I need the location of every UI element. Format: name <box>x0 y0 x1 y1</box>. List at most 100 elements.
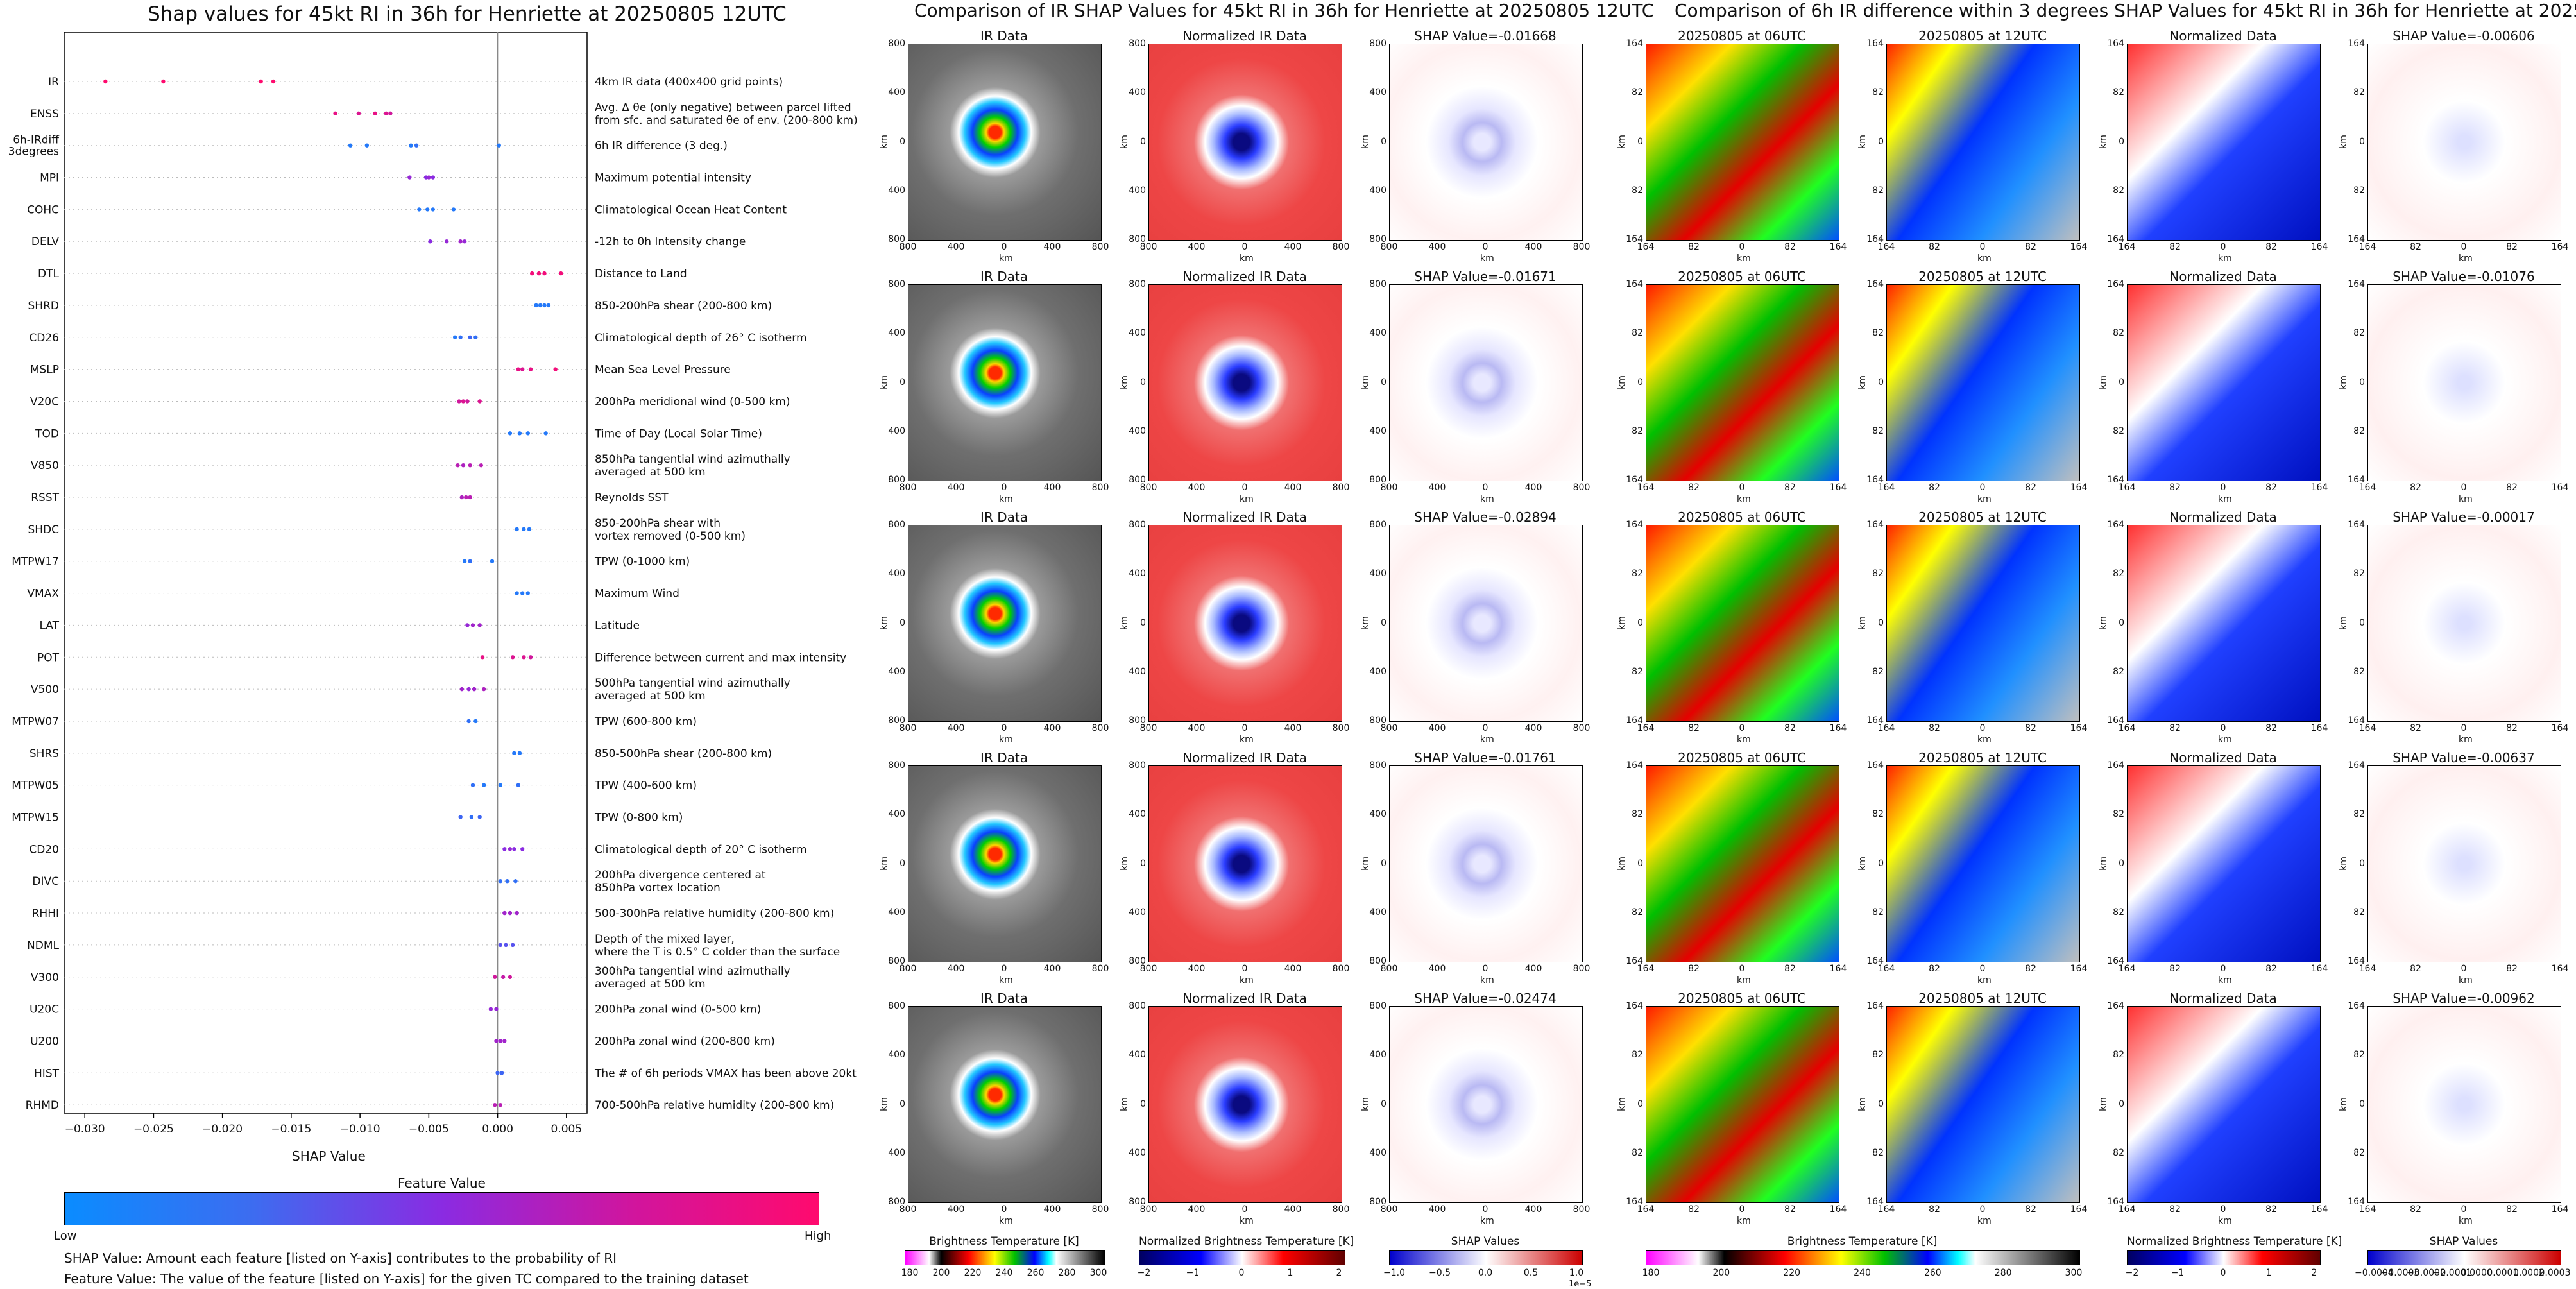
irdiff-x-axis-label: km <box>1977 494 1992 504</box>
x-tick-label: −0.025 <box>133 1123 174 1136</box>
feature-description-label: 850-500hPa shear (200-800 km) <box>595 747 772 760</box>
irdiff-x-tick: 0 <box>2220 964 2226 974</box>
ir-y-tick: 800 <box>888 1197 905 1207</box>
irdiff-y-tick: 164 <box>2107 956 2124 966</box>
irdiff-panel-title: 20250805 at 12UTC <box>1918 991 2047 1006</box>
ir-x-tick: 400 <box>1188 482 1206 493</box>
irdiff-x-tick: 164 <box>2070 723 2088 733</box>
ir-x-axis-label: km <box>1480 253 1494 264</box>
ir-x-tick: 400 <box>1524 1204 1542 1215</box>
feature-name-label: RSST <box>31 491 59 504</box>
irdiff-y-tick: 164 <box>1866 1197 1884 1207</box>
feature-name-label: MTPW07 <box>12 715 59 728</box>
ir-x-axis-label: km <box>1480 735 1494 745</box>
feature-value-note: Feature Value: The value of the feature … <box>64 1271 749 1286</box>
ir-y-tick: 800 <box>1129 38 1146 49</box>
irdiff-panel-image <box>1646 1006 1839 1203</box>
irdiff-x-tick: 82 <box>2410 964 2421 974</box>
ir-x-tick: 800 <box>1332 482 1350 493</box>
irdiff-x-tick: 82 <box>2410 1204 2421 1215</box>
shap-point <box>528 655 533 660</box>
irdiff-y-tick: 164 <box>1866 715 1884 726</box>
shap-point <box>498 1039 503 1043</box>
irdiff-shap-colorbar-tick: −0.0001 <box>2432 1268 2472 1278</box>
irdiff-x-tick: 82 <box>2410 242 2421 252</box>
ir-y-tick: 400 <box>888 666 905 677</box>
feature-name-label: ENSS <box>30 108 59 121</box>
ir-bt-colorbar-tick: 300 <box>1089 1268 1107 1278</box>
ir-x-tick: 400 <box>1284 723 1302 733</box>
irdiff-panel-title: 20250805 at 06UTC <box>1678 750 1806 765</box>
ir-x-tick: 0 <box>1241 964 1248 974</box>
irdiff-x-tick: 164 <box>1637 242 1655 252</box>
irdiff-y-tick: 82 <box>2353 328 2365 339</box>
irdiff-panel-image <box>1886 44 2080 241</box>
irdiff-y-axis-label: km <box>1616 615 1627 630</box>
irdiff-x-tick: 82 <box>2410 723 2421 733</box>
ir-x-tick: 800 <box>899 1204 917 1215</box>
feature-name-label: 3degrees <box>8 146 59 158</box>
shap-point <box>505 879 509 884</box>
irdiff-x-tick: 0 <box>1979 1204 1986 1215</box>
ir-norm-colorbar-label: Normalized Brightness Temperature [K] <box>1139 1235 1354 1248</box>
ir-norm-colorbar-tick: 2 <box>1336 1268 1342 1278</box>
irdiff-x-tick: 164 <box>1829 242 1847 252</box>
ir-x-tick: 400 <box>1524 723 1542 733</box>
ir-shap-colorbar-tick: 0.5 <box>1523 1268 1539 1278</box>
ir-panel-title: IR Data <box>980 991 1028 1006</box>
ir-y-tick: 0 <box>1381 1098 1386 1109</box>
ir-x-tick: 400 <box>1284 482 1302 493</box>
ir-y-tick: 400 <box>888 425 905 436</box>
irdiff-y-tick: 0 <box>2359 377 2365 388</box>
ir-x-tick: 400 <box>1524 242 1542 252</box>
feature-name-label: 6h-IRdiff <box>13 134 60 147</box>
ir-x-tick: 400 <box>1428 723 1446 733</box>
ir-y-tick: 0 <box>900 858 905 869</box>
irdiff-x-tick: 164 <box>1829 964 1847 974</box>
ir-panel-title: SHAP Value=-0.02474 <box>1414 991 1557 1006</box>
ir-x-tick: 800 <box>1332 242 1350 252</box>
shap-point <box>542 271 547 276</box>
irdiff-y-axis-label: km <box>1857 134 1868 149</box>
irdiff-x-tick: 164 <box>2551 482 2569 493</box>
ir-shap-colorbar-tick: 0.0 <box>1478 1268 1493 1278</box>
feature-name-label: V20C <box>30 395 59 408</box>
ir-x-tick: 400 <box>1428 482 1446 493</box>
shap-point <box>472 687 477 692</box>
shap-point <box>527 527 532 532</box>
irdiff-shap-colorbar-tick: −0.0003 <box>2380 1268 2420 1278</box>
shap-point <box>469 815 474 819</box>
shap-point <box>428 239 432 244</box>
feature-value-colorbar-title: Feature Value <box>398 1175 486 1191</box>
feature-name-label: LAT <box>39 619 59 632</box>
shap-point <box>414 143 419 148</box>
shap-point <box>465 399 470 404</box>
irdiff-x-tick: 164 <box>2118 723 2136 733</box>
irdiff-y-tick: 0 <box>1637 377 1643 388</box>
shap-beeswarm-chart: IR 4km IR data (400x400 grid points) ENSS A… <box>8 32 858 1136</box>
irdiff-x-tick: 164 <box>1877 723 1895 733</box>
irdiff-y-tick: 164 <box>1866 1001 1884 1011</box>
ir-y-tick: 800 <box>1369 1001 1386 1011</box>
ir-y-tick: 400 <box>888 328 905 339</box>
irdiff-x-axis-label: km <box>1977 253 1992 264</box>
ir-y-tick: 400 <box>1129 328 1146 339</box>
ir-bt-colorbar-tick: 260 <box>1027 1268 1045 1278</box>
ir-x-tick: 800 <box>899 242 917 252</box>
irdiff-shap-colorbar-tick: −0.0004 <box>2355 1268 2394 1278</box>
irdiff-x-tick: 82 <box>2265 723 2277 733</box>
feature-description-label: The # of 6h periods VMAX has been above … <box>594 1067 857 1080</box>
ir-y-axis-label: km <box>878 375 889 389</box>
ir-x-tick: 800 <box>899 723 917 733</box>
irdiff-shap-colorbar-tick: 0.0003 <box>2539 1268 2571 1278</box>
feature-description-label: Climatological depth of 20° C isotherm <box>595 843 807 856</box>
irdiff-panel-title: SHAP Value=-0.00637 <box>2393 750 2535 765</box>
irdiff-panel-image <box>2367 765 2561 962</box>
irdiff-x-axis-label: km <box>2459 1216 2473 1226</box>
ir-y-tick: 800 <box>1369 38 1386 49</box>
irdiff-y-tick: 82 <box>2113 907 2124 918</box>
irdiff-y-tick: 82 <box>1632 1147 1643 1158</box>
irdiff-y-tick: 82 <box>1632 666 1643 677</box>
irdiff-x-tick: 82 <box>1784 482 1796 493</box>
irdiff-y-tick: 164 <box>2348 1001 2365 1011</box>
